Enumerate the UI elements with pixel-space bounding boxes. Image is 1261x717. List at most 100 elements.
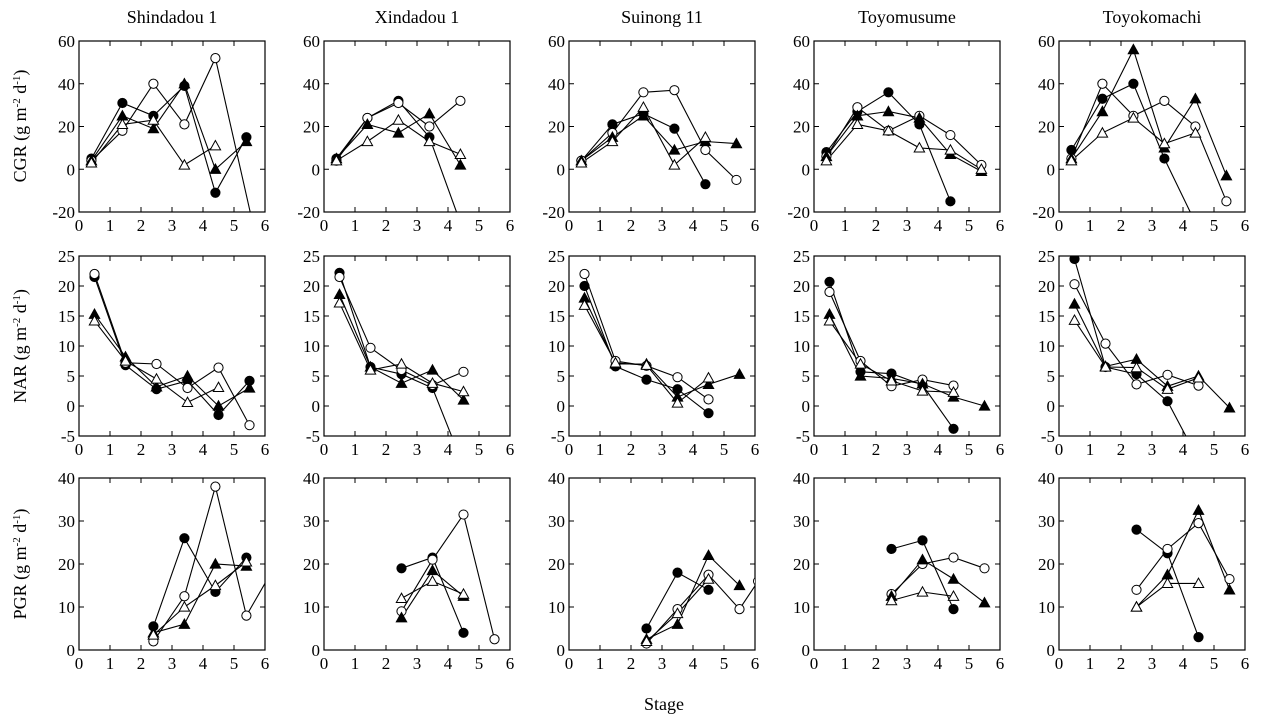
- panel-r2-c1-series-1-point-3: [490, 635, 499, 644]
- panel-r1-c1-frame: [324, 256, 510, 436]
- panel-r1-c1-ytick-label-6: 25: [303, 247, 320, 266]
- panel-r2-c0-series-1-point-2: [211, 482, 220, 491]
- panel-r2-c4-ytick-label-0: 0: [1047, 641, 1056, 660]
- panel-r1-c3-series-0-point-4: [949, 424, 958, 433]
- panel-r2-c4-frame: [1059, 478, 1245, 650]
- panel-r0-c1: Xindadou 10 1 2 3 4 5 6-200204060: [297, 7, 514, 235]
- panel-r1-c1-xtick-label-6: 6: [506, 440, 515, 459]
- panel-r1-c2-ytick-label-2: 5: [557, 367, 566, 386]
- panel-r2-c1-series-1-point-1: [428, 555, 437, 564]
- panel-r0-c0-series-3-point-4: [210, 141, 220, 150]
- panel-r2-c3-series-0-line: [892, 540, 954, 609]
- panel-r2-c1-xtick-label-0: 0: [320, 654, 329, 673]
- panel-r1-c1-series-3-point-2: [396, 359, 406, 368]
- panel-r1-c1-xtick-label-4: 4: [444, 440, 453, 459]
- panel-r0-c4-xtick-label-3: 3: [1148, 216, 1157, 235]
- panel-r1-c0-series-1-point-3: [183, 383, 192, 392]
- panel-r1-c0-ytick-label-6: 25: [58, 247, 75, 266]
- panel-r1-c0-frame: [79, 256, 265, 436]
- panel-r0-c2-series-1-point-4: [701, 145, 710, 154]
- panel-r0-c3-ytick-label-1: 0: [802, 160, 811, 179]
- panel-r2-c4-series-3-point-1: [1162, 578, 1172, 587]
- panel-r0-c2-ytick-label-3: 40: [548, 75, 565, 94]
- panel-r0-c1-ytick-label-3: 40: [303, 75, 320, 94]
- panel-r0-c1-series-3-point-2: [393, 115, 403, 124]
- panel-r1-c0-xtick-label-5: 5: [230, 440, 239, 459]
- panel-r0-c0-series-2-line: [91, 84, 246, 170]
- panel-r1-c3-xtick-label-0: 0: [810, 440, 819, 459]
- panel-r1-c4-xtick-label-4: 4: [1179, 440, 1188, 459]
- panel-r0-c2-ytick-label-2: 20: [548, 118, 565, 137]
- panel-r2-c4-series-0-point-0: [1132, 525, 1141, 534]
- panel-r2-c0-series-1-point-1: [180, 592, 189, 601]
- panel-r1-c1-ytick-label-5: 20: [303, 277, 320, 296]
- panel-r0-c4-series-1-line: [1071, 84, 1226, 202]
- panel-r0-c2-series-1-point-3: [670, 86, 679, 95]
- panel-r0-c4-series-2-point-5: [1221, 170, 1231, 179]
- panel-r0-c2-xtick-label-0: 0: [565, 216, 574, 235]
- panel-r0-c0-ytick-label-0: -20: [52, 203, 75, 222]
- panel-r1-c3-xtick-label-5: 5: [965, 440, 974, 459]
- panel-r0-c2-ytick-label-4: 60: [548, 32, 565, 51]
- panel-r1-c4-series-3-point-0: [1069, 315, 1079, 324]
- panel-r1-c0-ytick-label-0: -5: [61, 427, 75, 446]
- panel-r0-c0-xtick-label-6: 6: [261, 216, 270, 235]
- panel-r2-c0-xtick-label-5: 5: [230, 654, 239, 673]
- panel-r0-c3-xtick-label-0: 0: [810, 216, 819, 235]
- panel-r1-c1: 0 1 2 3 4 5 6-50510152025: [303, 247, 514, 471]
- panel-r0-c1-ytick-label-1: 0: [312, 160, 321, 179]
- panel-r2-c2-xtick-label-3: 3: [658, 654, 667, 673]
- panel-r0-c4-series-3-line: [1071, 118, 1195, 161]
- panel-r1-c2-xtick-label-4: 4: [689, 440, 698, 459]
- panel-r0-c1-xtick-label-5: 5: [475, 216, 484, 235]
- panel-r1-c2-series-group: [579, 269, 744, 417]
- panel-r0-c4-ytick-label-3: 40: [1038, 75, 1055, 94]
- panel-r1-c0-series-1-point-2: [152, 359, 161, 368]
- row-labels: CGR (g m-2 d-1) NAR (g m-2 d-1) PGR (g m…: [10, 70, 31, 620]
- panel-r1-c2-xtick-label-2: 2: [627, 440, 636, 459]
- panel-r1-c0-xtick-label-6: 6: [261, 440, 270, 459]
- panel-r2-c2-xtick-label-6: 6: [751, 654, 760, 673]
- panel-r1-c0-xtick-label-3: 3: [168, 440, 177, 459]
- panel-r2-c3-ytick-label-4: 40: [793, 469, 810, 488]
- panel-r0-c1-xtick-label-6: 6: [506, 216, 515, 235]
- panel-r0-c0-frame: [79, 41, 265, 212]
- panel-r0-c2-xtick-label-1: 1: [596, 216, 605, 235]
- panel-r1-c0-series-1-point-4: [214, 363, 223, 372]
- panel-r0-c0-xtick-label-2: 2: [137, 216, 146, 235]
- panel-r0-c2-ytick-label-1: 0: [557, 160, 566, 179]
- panel-r1-c2-frame: [569, 256, 755, 436]
- panel-r2-c0-series-1-point-4: [267, 568, 276, 577]
- panel-r0-c2-xtick-label-4: 4: [689, 216, 698, 235]
- panel-r0-c3-ytick-label-2: 20: [793, 118, 810, 137]
- panel-r0-c0-xtick-label-0: 0: [75, 216, 84, 235]
- panel-r0-c4-title: Toyokomachi: [1103, 7, 1202, 27]
- panel-r0-c3-xtick-label-4: 4: [934, 216, 943, 235]
- panel-r2-c0-series-3-point-1: [179, 602, 189, 611]
- panel-r2-c0-xtick-label-0: 0: [75, 654, 84, 673]
- panel-r1-c3-xtick-label-3: 3: [903, 440, 912, 459]
- panel-r2-c0-xtick-label-4: 4: [199, 654, 208, 673]
- panel-r2-c1-series-1-point-2: [459, 510, 468, 519]
- panel-r0-c1-xtick-label-3: 3: [413, 216, 422, 235]
- panel-r1-c2-ytick-label-5: 20: [548, 277, 565, 296]
- panel-r1-c4-ytick-label-6: 25: [1038, 247, 1055, 266]
- panel-r0-c4-xtick-label-1: 1: [1086, 216, 1095, 235]
- panel-r0-c2-series-1-point-5: [732, 175, 741, 184]
- panel-r2-c4-series-3-point-2: [1193, 578, 1203, 587]
- panel-r0-c4-xtick-label-4: 4: [1179, 216, 1188, 235]
- panel-r1-c4: 0 1 2 3 4 5 6-50510152025: [1038, 247, 1249, 465]
- panel-r2-c3-series-group: [886, 536, 989, 614]
- panel-r1-c0: 0 1 2 3 4 5 6-50510152025: [58, 247, 269, 459]
- panel-r2-c0-xtick-label-6: 6: [261, 654, 270, 673]
- panel-r2-c3-series-0-point-1: [918, 536, 927, 545]
- panel-r1-c2-series-0-line: [585, 286, 709, 413]
- panel-r2-c0: 0 1 2 3 4 5 6010203040: [58, 469, 276, 673]
- panel-r2-c3-xtick-label-5: 5: [965, 654, 974, 673]
- panel-r2-c2: 0 1 2 3 4 5 6 0 10 20 30 40: [548, 469, 763, 673]
- panel-r0-c3-ytick-label-0: -20: [787, 203, 810, 222]
- panel-r0-c4-series-group: [1066, 44, 1231, 227]
- panel-r0-c1-series-group: [331, 96, 465, 227]
- panel-r0-c2-frame: [569, 41, 755, 212]
